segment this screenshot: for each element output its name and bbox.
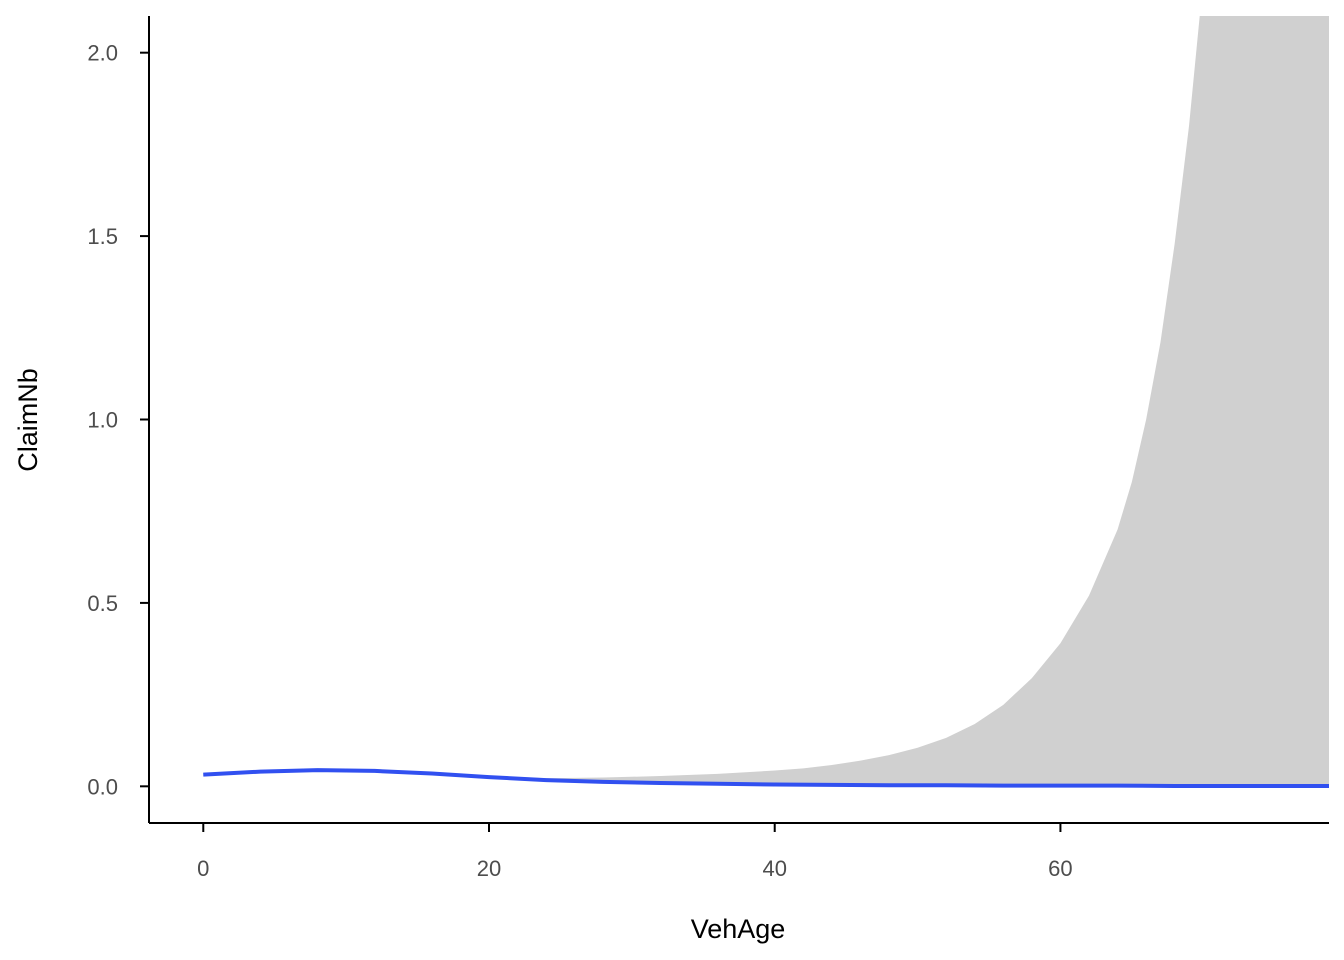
y-tick-label: 2.0 [87, 41, 118, 66]
confidence-ribbon [203, 16, 1329, 787]
x-tick-label: 20 [477, 856, 501, 881]
x-tick-label: 0 [197, 856, 209, 881]
y-tick-label: 1.0 [87, 408, 118, 433]
y-tick-label: 0.5 [87, 591, 118, 616]
plot-area [203, 16, 1329, 788]
x-tick-label: 60 [1048, 856, 1072, 881]
smooth-line-0 [203, 768, 1329, 788]
y-axis-title: ClaimNb [13, 368, 43, 472]
y-tick-label: 1.5 [87, 224, 118, 249]
x-tick-label: 40 [762, 856, 786, 881]
axes: 0 20 40 60 0.0 0.5 1.0 1.5 2.0 [87, 16, 1329, 881]
y-tick-label: 0.0 [87, 774, 118, 799]
x-axis-title: VehAge [691, 914, 786, 944]
